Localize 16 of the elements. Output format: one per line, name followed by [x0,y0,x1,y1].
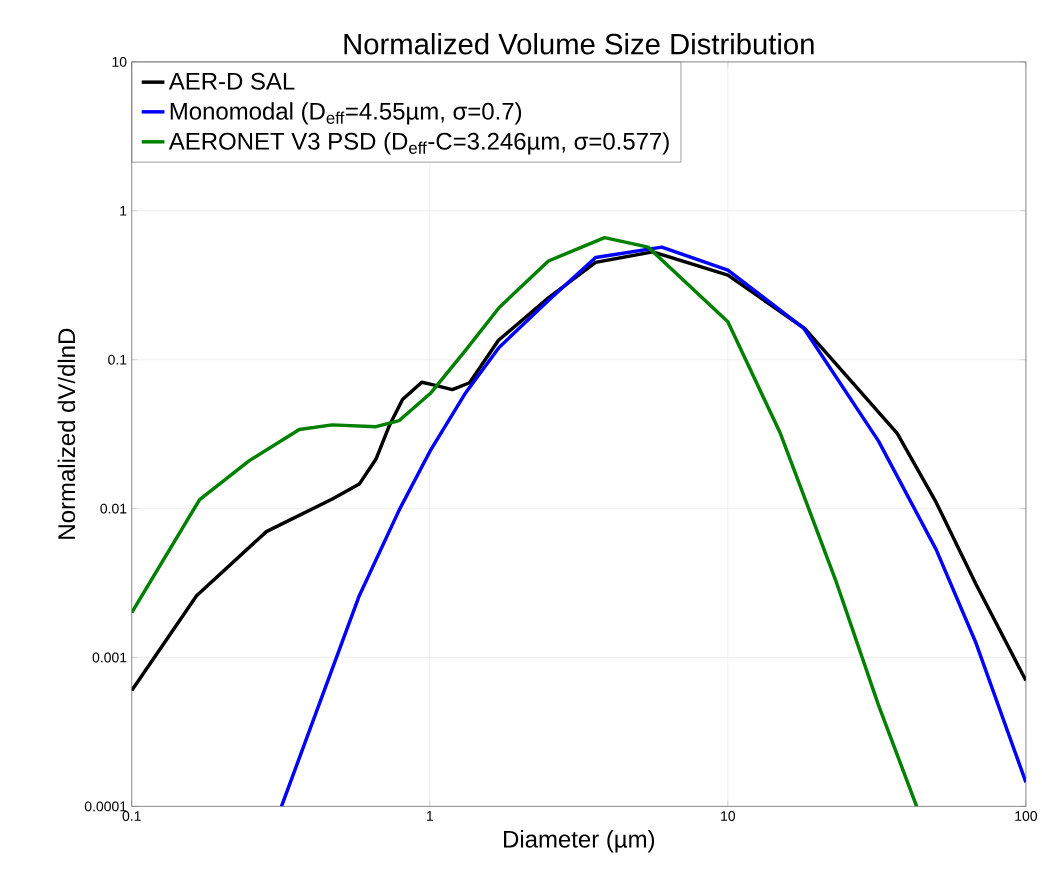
y-tick-label: 0.0001 [84,801,127,812]
x-axis-title: Diameter (µm) [504,830,655,853]
y-tick-label: 0.01 [100,503,127,514]
y-tick-label: 1 [120,205,127,216]
legend-label: AER-D SAL [168,72,295,90]
x-tick-label: 100 [1015,810,1038,821]
y-tick-label: 0.1 [108,354,127,365]
x-tick-label: 0.1 [122,810,141,821]
y-axis-title: Normalized dV/dlnD [57,328,76,539]
legend-label: Monomodal (D$_{eff}$=4.55µm, σ=0.7) [170,102,522,125]
legend-label: AERONET V3 PSD (D$_{eff}$-C=3.246µm, σ=0.577) [168,132,669,155]
y-tick-label: 10 [112,56,127,67]
chart-title: Normalized Volume Size Distribution [344,32,814,55]
y-tick-label: 0.001 [92,652,127,663]
x-tick-label: 1 [426,810,433,821]
x-tick-label: 10 [721,810,736,821]
